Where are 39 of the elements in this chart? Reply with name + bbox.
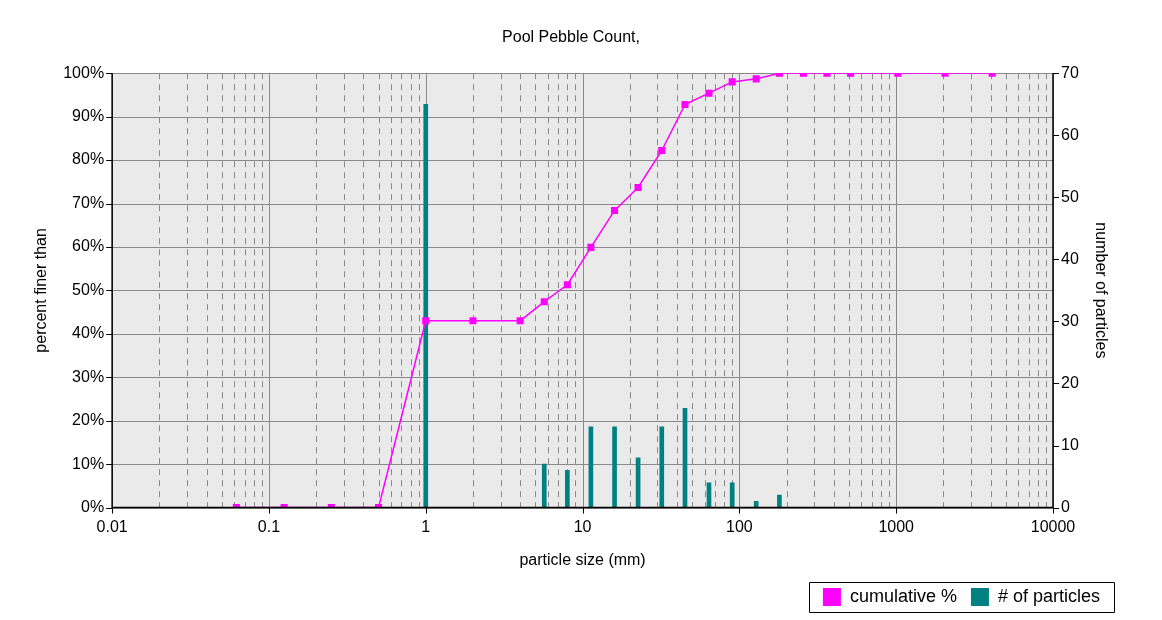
bar (541, 463, 547, 508)
y-tick-label: 100% (63, 63, 105, 81)
y-tick-label: 10% (72, 454, 105, 472)
y-tick-label: 50% (72, 280, 105, 298)
y-tick-label: 30% (72, 367, 105, 385)
y-tick-label: 70% (72, 193, 105, 211)
y2-tick-label: 30 (1061, 311, 1079, 329)
y2-tick-label: 50 (1061, 187, 1079, 205)
y2-tick-label: 20 (1061, 373, 1079, 391)
x-tick-label: 0.1 (257, 517, 281, 535)
y2-tick-label: 10 (1061, 435, 1079, 453)
y-tick-label: 60% (72, 237, 105, 255)
x-tick-label: 1000 (878, 517, 915, 535)
y-tick-label: 0% (81, 498, 105, 516)
y2-tick-label: 0 (1061, 498, 1070, 516)
legend-label: # of particles (997, 585, 1101, 606)
y-axis-title: percent finer than (32, 228, 50, 353)
y-tick-label: 40% (72, 324, 105, 342)
x-tick-label: 10 (573, 517, 592, 535)
y-tick-label: 90% (72, 107, 105, 125)
bar (612, 426, 617, 508)
bar (729, 482, 735, 508)
x-tick-label: 10000 (1030, 517, 1076, 535)
y2-tick-label: 60 (1061, 125, 1079, 143)
x-tick-label: 0.01 (96, 517, 128, 535)
x-tick-label: 100 (726, 517, 753, 535)
bar (659, 426, 665, 508)
chart-title: Pool Pebble Count, (502, 28, 640, 46)
legend-label: cumulative % (849, 585, 957, 606)
x-axis-title: particle size (mm) (519, 550, 646, 568)
bar (753, 501, 759, 508)
y-tick-label: 20% (72, 411, 105, 429)
y2-tick-label: 40 (1061, 249, 1079, 267)
y2-axis-title: number of particles (1092, 222, 1110, 359)
x-tick-label: 1 (421, 517, 431, 535)
bar (777, 494, 782, 508)
bar (565, 470, 570, 508)
y-tick-label: 80% (72, 150, 105, 168)
y2-tick-label: 70 (1061, 63, 1079, 81)
